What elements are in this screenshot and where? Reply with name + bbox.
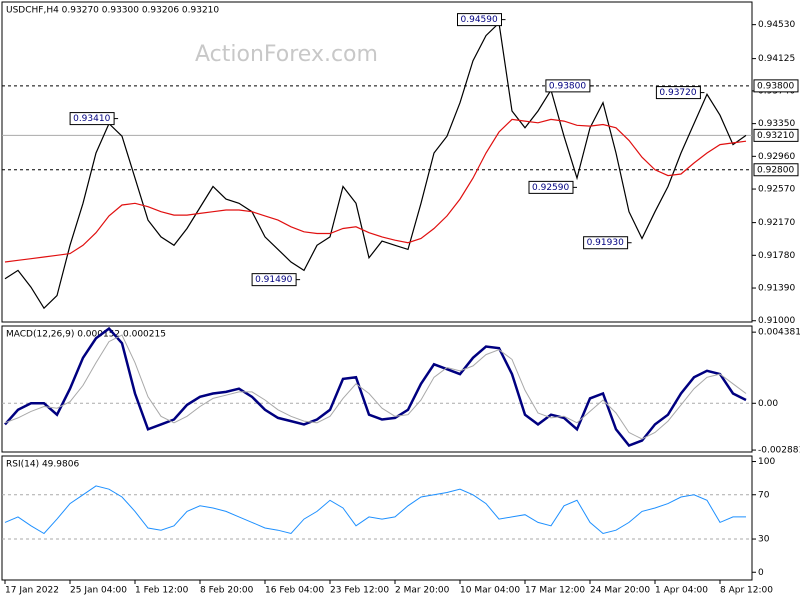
panel-title: USDCHF,H4 0.93270 0.93300 0.93206 0.9321… (6, 6, 219, 16)
annotation-box (545, 79, 591, 93)
y-tick-label: 30 (758, 535, 770, 545)
annotation-label: 0.91930 (587, 238, 624, 248)
series-line (4, 21, 747, 310)
x-tick-label: 1 Apr 04:00 (655, 586, 708, 596)
annotation-label: 0.91490 (255, 275, 292, 285)
y-tick-label: 70 (758, 490, 770, 500)
price-level-label: 0.93210 (757, 131, 794, 141)
y-tick-label: 0 (758, 568, 764, 578)
panel-title: RSI(14) 49.9806 (6, 460, 79, 470)
x-tick-label: 10 Mar 04:00 (460, 586, 520, 596)
annotation-box (655, 86, 701, 100)
price-level-label: 0.92800 (757, 165, 794, 175)
y-tick-label: 0.91780 (758, 251, 795, 261)
annotation-label: 0.93720 (659, 88, 696, 98)
annotation-box (457, 13, 502, 27)
x-tick-label: 24 Mar 20:00 (590, 586, 650, 596)
x-tick-label: 2 Mar 20:00 (395, 586, 450, 596)
y-tick-label: -0.002881 (758, 446, 800, 456)
x-tick-label: 16 Feb 04:00 (265, 586, 324, 596)
annotation-box (69, 112, 115, 126)
price-level-label: 0.93800 (757, 81, 794, 91)
y-tick-label: 0.92170 (758, 218, 795, 228)
y-tick-label: 0.92570 (758, 185, 795, 195)
x-tick-label: 23 Feb 12:00 (330, 586, 389, 596)
x-tick-label: 25 Jan 04:00 (70, 586, 127, 596)
panel-frame (1, 325, 753, 453)
series-line (4, 326, 747, 447)
y-tick-label: 0.91390 (758, 284, 795, 294)
y-tick-label: 0.00 (758, 399, 778, 409)
series-line (4, 118, 747, 263)
x-tick-label: 8 Apr 12:00 (720, 586, 773, 596)
annotation-label: 0.92590 (532, 183, 569, 193)
watermark: ActionForex.com (195, 42, 378, 67)
series-line (4, 485, 746, 535)
annotation-box (583, 236, 629, 250)
y-tick-label: 0.92960 (758, 152, 795, 162)
y-tick-label: 0.004381 (758, 328, 800, 338)
panel-frame (1, 1, 753, 323)
price-level-box (753, 163, 799, 177)
panel-frame (1, 455, 753, 581)
annotation-box (528, 180, 574, 194)
annotation-label: 0.94590 (461, 15, 498, 25)
y-tick-label: 0.93350 (758, 119, 795, 129)
annotation-box (251, 273, 297, 287)
y-tick-label: 100 (758, 457, 775, 467)
y-tick-label: 0.91000 (758, 316, 795, 326)
annotation-label: 0.93410 (73, 114, 110, 124)
x-tick-label: 1 Feb 12:00 (135, 586, 189, 596)
y-tick-label: 0.94530 (758, 20, 795, 30)
y-tick-label: 0.94125 (758, 54, 795, 64)
price-level-box (753, 128, 799, 142)
annotation-label: 0.93800 (549, 81, 586, 91)
panel-title: MACD(12,26,9) 0.000152 0.000215 (6, 330, 166, 340)
x-tick-label: 17 Jan 2022 (5, 586, 59, 596)
price-level-box (753, 79, 799, 93)
series-line (4, 334, 747, 440)
x-tick-label: 8 Feb 20:00 (200, 586, 254, 596)
x-tick-label: 17 Mar 12:00 (525, 586, 585, 596)
